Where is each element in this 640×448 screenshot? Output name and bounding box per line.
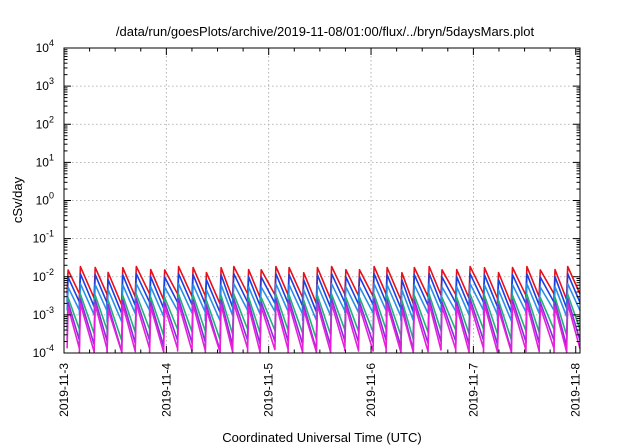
y-tick-label: 100 (36, 191, 54, 208)
chart-title: /data/run/goesPlots/archive/2019-11-08/0… (116, 24, 535, 39)
x-tick-label: 2019-11-7 (466, 363, 480, 417)
y-axis: 10-4 10-3 10-2 10-1 100 101 102 103 104 (33, 38, 580, 360)
series-line-2 (66, 272, 581, 315)
y-tick-label: 10-1 (33, 229, 54, 246)
x-tick-label: 2019-11-8 (569, 363, 583, 417)
y-axis-label: cSv/day (10, 176, 25, 223)
y-tick-label: 103 (36, 76, 54, 93)
y-tick-label: 10-4 (33, 343, 54, 360)
x-tick-label: 2019-11-3 (57, 363, 71, 417)
y-tick-label: 102 (36, 114, 54, 131)
x-tick-label: 2019-11-6 (364, 363, 378, 417)
x-tick-label: 2019-11-4 (159, 363, 173, 417)
grid (64, 48, 580, 353)
x-tick-label: 2019-11-5 (262, 363, 276, 417)
y-tick-label: 101 (36, 152, 54, 169)
y-tick-label: 10-3 (33, 305, 54, 322)
x-axis: 2019-11-3 2019-11-4 2019-11-5 2019-11-6 2019… (57, 48, 583, 417)
y-tick-label: 10-2 (33, 267, 54, 284)
y-tick-label: 104 (36, 38, 54, 55)
series-group (66, 265, 581, 353)
x-axis-label: Coordinated Universal Time (UTC) (222, 430, 421, 445)
series-line-6 (66, 302, 581, 353)
